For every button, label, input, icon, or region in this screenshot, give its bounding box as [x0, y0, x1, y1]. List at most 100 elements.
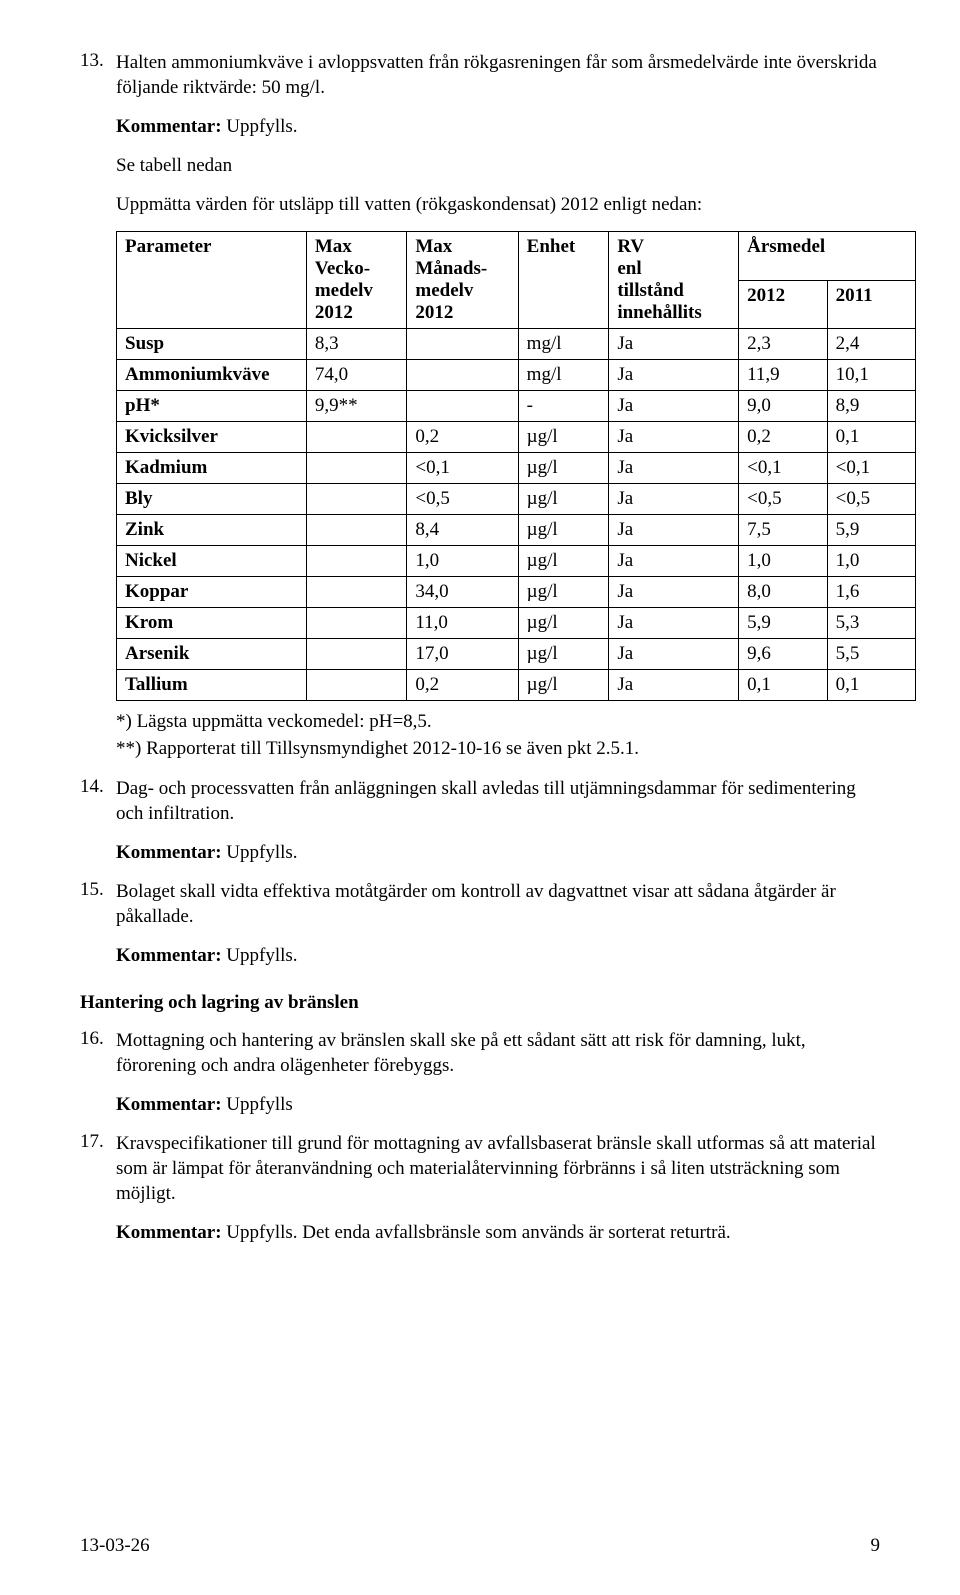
cell-veckomedel — [306, 453, 407, 484]
cell-2011: 8,9 — [827, 391, 915, 422]
list-item-16: 16. Mottagning och hantering av bränslen… — [80, 1028, 880, 1078]
list-item-13: 13. Halten ammoniumkväve i avloppsvatten… — [80, 50, 880, 100]
item-number: 14. — [80, 776, 116, 826]
table-row: Bly<0,5µg/lJa<0,5<0,5 — [117, 484, 916, 515]
cell-2012: 11,9 — [739, 360, 828, 391]
kommentar-text: Uppfylls. — [226, 842, 297, 863]
cell-parameter: Krom — [117, 608, 307, 639]
cell-manadsmedel: <0,5 — [407, 484, 518, 515]
th-2011: 2011 — [827, 280, 915, 329]
cell-enhet: µg/l — [518, 515, 609, 546]
cell-2011: 5,9 — [827, 515, 915, 546]
cell-veckomedel — [306, 670, 407, 701]
kommentar-label: Kommentar: — [116, 945, 222, 966]
cell-2012: 9,6 — [739, 639, 828, 670]
cell-enhet: µg/l — [518, 577, 609, 608]
table-header: Parameter Max Vecko- medelv 2012 Max Mån… — [117, 232, 916, 329]
cell-2012: 9,0 — [739, 391, 828, 422]
cell-rv: Ja — [609, 360, 739, 391]
cell-2012: 0,2 — [739, 422, 828, 453]
cell-2011: 0,1 — [827, 422, 915, 453]
cell-rv: Ja — [609, 329, 739, 360]
cell-manadsmedel: 34,0 — [407, 577, 518, 608]
kommentar-label: Kommentar: — [116, 842, 222, 863]
th-parameter: Parameter — [117, 232, 307, 329]
cell-parameter: Zink — [117, 515, 307, 546]
cell-enhet: µg/l — [518, 484, 609, 515]
cell-manadsmedel: 0,2 — [407, 422, 518, 453]
th-arsmedel: Årsmedel — [739, 232, 916, 281]
cell-enhet: µg/l — [518, 639, 609, 670]
table-row: Kvicksilver0,2µg/lJa0,20,1 — [117, 422, 916, 453]
table-intro-1: Se tabell nedan — [116, 153, 880, 178]
kommentar-16: Kommentar: Uppfylls — [116, 1092, 880, 1117]
item-text: Mottagning och hantering av bränslen ska… — [116, 1028, 880, 1078]
cell-veckomedel: 8,3 — [306, 329, 407, 360]
kommentar-text: Uppfylls. Det enda avfallsbränsle som an… — [226, 1222, 730, 1243]
item-text: Dag- och processvatten från anläggningen… — [116, 776, 880, 826]
table-row: Nickel1,0µg/lJa1,01,0 — [117, 546, 916, 577]
cell-2012: 1,0 — [739, 546, 828, 577]
cell-2011: 5,3 — [827, 608, 915, 639]
th-line: medelv — [315, 280, 373, 301]
item-number: 13. — [80, 50, 116, 100]
cell-2011: <0,5 — [827, 484, 915, 515]
kommentar-15: Kommentar: Uppfylls. — [116, 943, 880, 968]
table-row: Krom11,0µg/lJa5,95,3 — [117, 608, 916, 639]
cell-parameter: Koppar — [117, 577, 307, 608]
cell-parameter: pH* — [117, 391, 307, 422]
cell-2011: 5,5 — [827, 639, 915, 670]
cell-enhet: mg/l — [518, 329, 609, 360]
cell-parameter: Kvicksilver — [117, 422, 307, 453]
cell-veckomedel — [306, 515, 407, 546]
cell-2012: 0,1 — [739, 670, 828, 701]
table-row: Ammoniumkväve74,0mg/lJa11,910,1 — [117, 360, 916, 391]
table-footnote-1: *) Lägsta uppmätta veckomedel: pH=8,5. — [116, 709, 880, 734]
cell-2011: 10,1 — [827, 360, 915, 391]
cell-veckomedel — [306, 577, 407, 608]
th-line: Vecko- — [315, 258, 370, 279]
item-number: 17. — [80, 1131, 116, 1206]
cell-2011: 2,4 — [827, 329, 915, 360]
cell-enhet: µg/l — [518, 670, 609, 701]
cell-rv: Ja — [609, 608, 739, 639]
cell-parameter: Tallium — [117, 670, 307, 701]
list-item-15: 15. Bolaget skall vidta effektiva motåtg… — [80, 879, 880, 929]
kommentar-text: Uppfylls. — [226, 945, 297, 966]
cell-manadsmedel: 1,0 — [407, 546, 518, 577]
item-text: Kravspecifikationer till grund för motta… — [116, 1131, 880, 1206]
th-line: innehållits — [617, 302, 701, 323]
table-row: Zink8,4µg/lJa7,55,9 — [117, 515, 916, 546]
cell-rv: Ja — [609, 670, 739, 701]
kommentar-17: Kommentar: Uppfylls. Det enda avfallsbrä… — [116, 1220, 880, 1245]
list-item-14: 14. Dag- och processvatten från anläggni… — [80, 776, 880, 826]
th-rv: RV enl tillstånd innehållits — [609, 232, 739, 329]
th-line: enl — [617, 258, 641, 279]
cell-veckomedel — [306, 422, 407, 453]
th-line: Max — [315, 236, 352, 257]
th-veckomedel: Max Vecko- medelv 2012 — [306, 232, 407, 329]
th-line: 2012 — [415, 302, 453, 323]
table-body: Susp8,3mg/lJa2,32,4Ammoniumkväve74,0mg/l… — [117, 329, 916, 701]
item-text: Halten ammoniumkväve i avloppsvatten frå… — [116, 50, 880, 100]
cell-veckomedel: 9,9** — [306, 391, 407, 422]
cell-veckomedel — [306, 639, 407, 670]
th-line: Månads- — [415, 258, 487, 279]
cell-enhet: µg/l — [518, 546, 609, 577]
cell-rv: Ja — [609, 453, 739, 484]
th-line: 2012 — [315, 302, 353, 323]
kommentar-label: Kommentar: — [116, 1094, 222, 1115]
th-line: tillstånd — [617, 280, 684, 301]
cell-rv: Ja — [609, 391, 739, 422]
table-intro-2: Uppmätta värden för utsläpp till vatten … — [116, 192, 880, 217]
cell-manadsmedel: <0,1 — [407, 453, 518, 484]
kommentar-label: Kommentar: — [116, 116, 222, 137]
kommentar-text: Uppfylls. — [226, 116, 297, 137]
cell-2012: <0,1 — [739, 453, 828, 484]
th-line: medelv — [415, 280, 473, 301]
th-2012: 2012 — [739, 280, 828, 329]
cell-parameter: Nickel — [117, 546, 307, 577]
cell-rv: Ja — [609, 484, 739, 515]
table-row: Tallium0,2µg/lJa0,10,1 — [117, 670, 916, 701]
cell-2012: 2,3 — [739, 329, 828, 360]
